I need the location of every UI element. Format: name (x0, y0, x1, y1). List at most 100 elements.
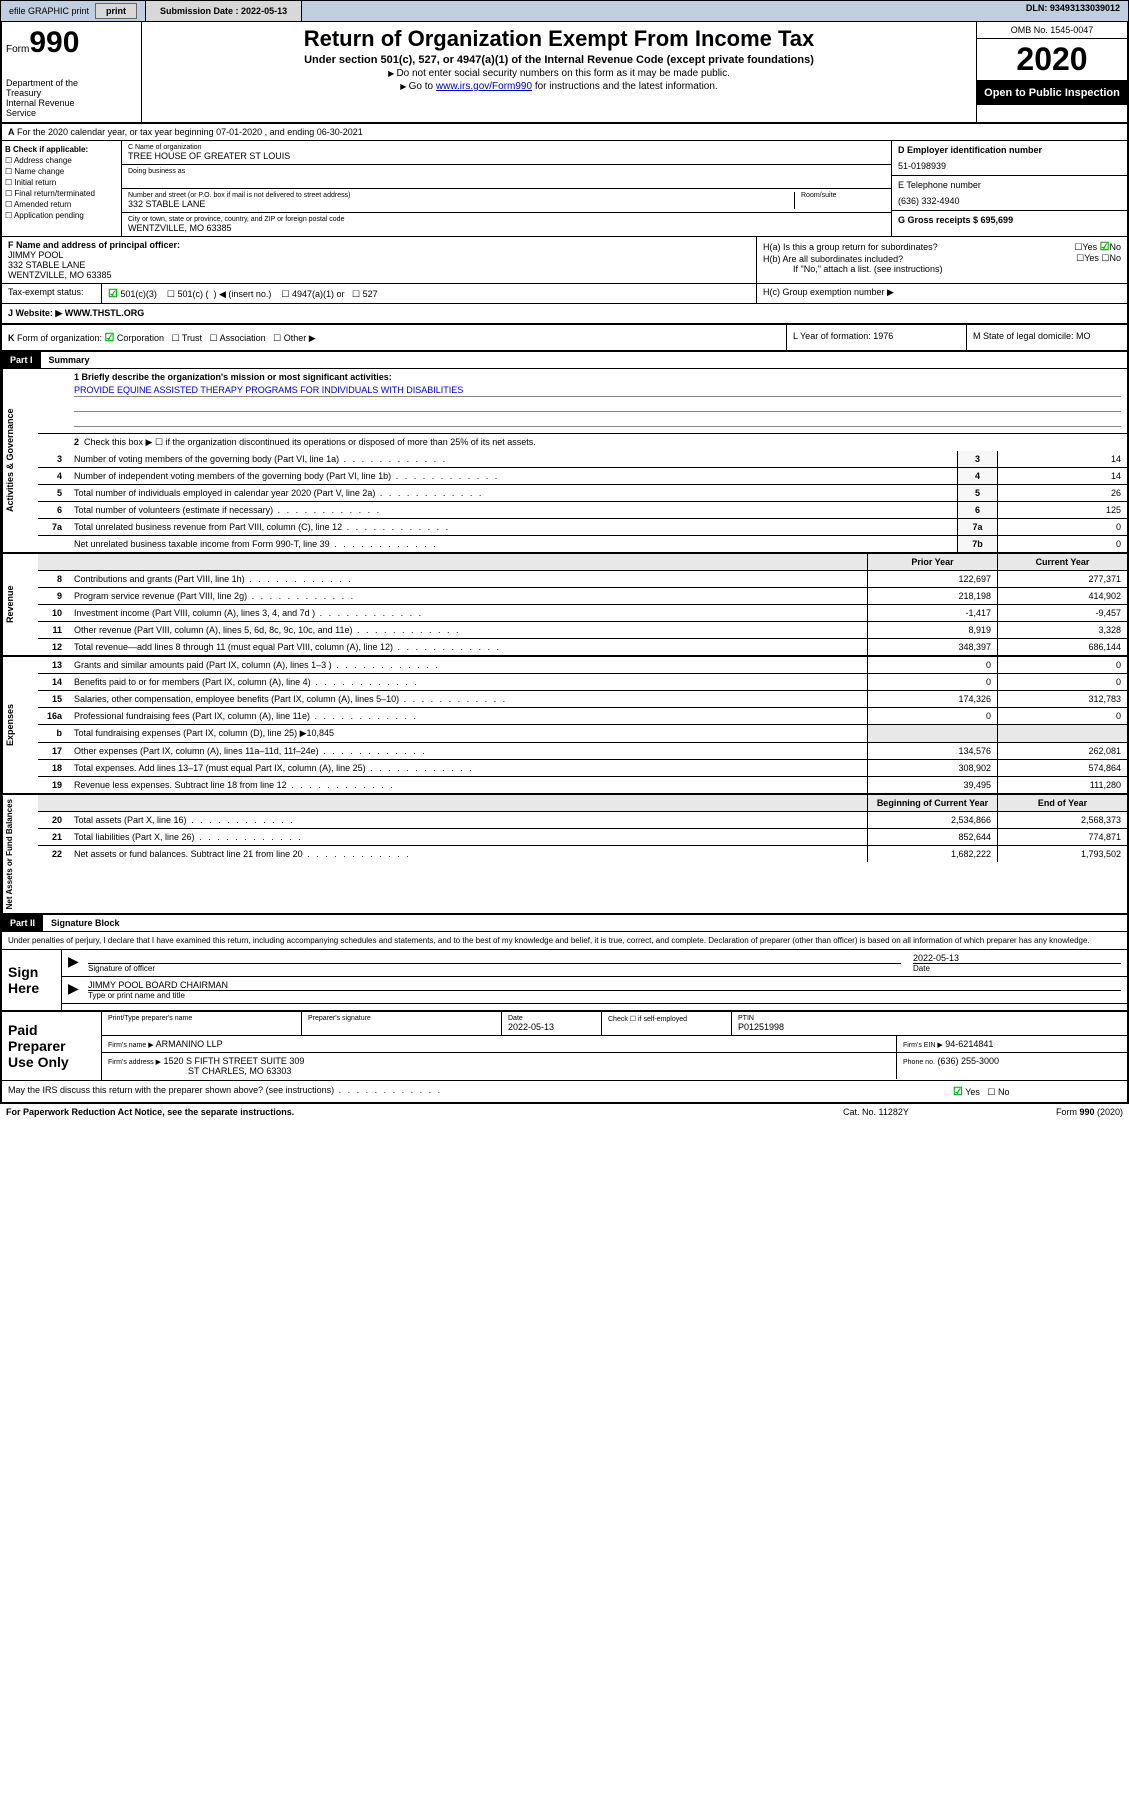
exp-line-17: 17Other expenses (Part IX, column (A), l… (38, 742, 1127, 759)
sig-officer-label: Signature of officer (88, 963, 901, 973)
omb-number: OMB No. 1545-0047 (977, 22, 1127, 39)
ein-cell: D Employer identification number 51-0198… (892, 141, 1127, 176)
part2-badge: Part II (2, 915, 43, 931)
sec-revenue: Revenue Prior Year Current Year 8Contrib… (2, 554, 1127, 657)
hc-text: H(c) Group exemption number ▶ (757, 284, 1127, 303)
mission-text: PROVIDE EQUINE ASSISTED THERAPY PROGRAMS… (74, 385, 1121, 397)
hb-note: If "No," attach a list. (see instruction… (763, 264, 1121, 274)
sig-row-1: ▶ Signature of officer 2022-05-13 Date (62, 950, 1127, 977)
firm-name-label: Firm's name ▶ (108, 1042, 154, 1049)
side-rev: Revenue (2, 554, 38, 655)
hb-line: H(b) Are all subordinates included? ☐Yes… (763, 253, 1121, 264)
chk-amended[interactable]: Amended return (5, 199, 118, 210)
city-cell: City or town, state or province, country… (122, 213, 891, 236)
sign-here-grid: Sign Here ▶ Signature of officer 2022-05… (2, 949, 1127, 1010)
hdr-beg: Beginning of Current Year (867, 795, 997, 811)
m-state: M State of legal domicile: MO (967, 325, 1127, 350)
form-label: Form (6, 44, 29, 55)
part1-badge: Part I (2, 352, 41, 368)
exp-line-16a: 16aProfessional fundraising fees (Part I… (38, 707, 1127, 724)
prep-check: Check ☐ if self-employed (608, 1015, 725, 1023)
firm-addr-label: Firm's address ▶ (108, 1059, 161, 1066)
sig-arrow2-icon: ▶ (62, 977, 82, 1003)
section-bcd: B Check if applicable: Address change Na… (2, 141, 1127, 237)
top-bar: efile GRAPHIC print print Submission Dat… (0, 0, 1129, 22)
exp-line-19: 19Revenue less expenses. Subtract line 1… (38, 776, 1127, 793)
hdr-prior: Prior Year (867, 554, 997, 570)
tax-label: Tax-exempt status: (2, 284, 102, 303)
form-body: Form990 Department of theTreasuryInterna… (0, 22, 1129, 1104)
firm-ein-label: Firm's EIN ▶ (903, 1042, 943, 1049)
sig-date: 2022-05-13 (913, 953, 1121, 963)
part2-title: Signature Block (43, 915, 128, 931)
irs-link[interactable]: www.irs.gov/Form990 (436, 81, 532, 92)
addr-cell: Number and street (or P.O. box if mail i… (122, 189, 891, 213)
line1-mission: 1 Briefly describe the organization's mi… (38, 369, 1127, 433)
dba-cell: Doing business as (122, 165, 891, 189)
org-address: 332 STABLE LANE (128, 199, 794, 209)
exp-line-13: 13Grants and similar amounts paid (Part … (38, 657, 1127, 673)
col-h-group: H(a) Is this a group return for subordin… (757, 237, 1127, 283)
print-button[interactable]: print (95, 3, 137, 19)
rev-line-8: 8Contributions and grants (Part VIII, li… (38, 570, 1127, 587)
org-name-label: C Name of organization (128, 144, 885, 151)
period-text: For the 2020 calendar year, or tax year … (17, 127, 363, 137)
dba-label: Doing business as (128, 168, 885, 175)
gross-cell: G Gross receipts $ 695,699 (892, 211, 1127, 229)
form-number: Form990 (6, 26, 137, 60)
chk-app-pending[interactable]: Application pending (5, 210, 118, 221)
department: Department of theTreasuryInternal Revenu… (6, 78, 137, 118)
officer-addr1: 332 STABLE LANE (8, 260, 85, 270)
rev-header: Prior Year Current Year (38, 554, 1127, 570)
efile-text: efile GRAPHIC print (9, 6, 89, 16)
sig-date-label: Date (913, 963, 1121, 973)
sign-here-label: Sign Here (2, 950, 62, 1010)
l-year: L Year of formation: 1976 (787, 325, 967, 350)
row-j-website: J Website: ▶ WWW.THSTL.ORG (2, 304, 1127, 325)
ha-yn: ☐Yes No (1074, 240, 1121, 253)
phone-cell: E Telephone number (636) 332-4940 (892, 176, 1127, 211)
officer-label: F Name and address of principal officer: (8, 240, 180, 250)
part2-header: Part II Signature Block (2, 915, 1127, 932)
ha-line: H(a) Is this a group return for subordin… (763, 240, 1121, 253)
prep-name-label: Print/Type preparer's name (108, 1015, 295, 1022)
prep-sig-label: Preparer's signature (308, 1015, 495, 1022)
org-city: WENTZVILLE, MO 63385 (128, 223, 885, 233)
paid-prep-label: Paid Preparer Use Only (2, 1012, 102, 1080)
rev-line-10: 10Investment income (Part VIII, column (… (38, 604, 1127, 621)
submission-date: Submission Date : 2022-05-13 (146, 1, 302, 21)
rev-line-12: 12Total revenue—add lines 8 through 11 (… (38, 638, 1127, 655)
link-post: for instructions and the latest informat… (532, 81, 718, 92)
gross-receipts: G Gross receipts $ 695,699 (898, 215, 1013, 225)
ein-label: D Employer identification number (898, 145, 1042, 155)
chk-name-change[interactable]: Name change (5, 166, 118, 177)
sec-expenses: Expenses 13Grants and similar amounts pa… (2, 657, 1127, 795)
mission-label: 1 Briefly describe the organization's mi… (74, 372, 392, 382)
footer-form: Form 990 (2020) (983, 1107, 1123, 1117)
paid-preparer-grid: Paid Preparer Use Only Print/Type prepar… (2, 1010, 1127, 1080)
penalty-text: Under penalties of perjury, I declare th… (2, 932, 1127, 949)
officer-printed-label: Type or print name and title (88, 990, 1121, 1000)
line2: 2 Check this box ▶ ☐ if the organization… (38, 433, 1127, 451)
ein-value: 51-0198939 (898, 161, 1121, 171)
addr-label: Number and street (or P.O. box if mail i… (128, 192, 794, 199)
discuss-yn: Yes ☐ No (947, 1081, 1127, 1102)
side-na: Net Assets or Fund Balances (2, 795, 38, 913)
footer-left: For Paperwork Reduction Act Notice, see … (6, 1107, 294, 1117)
row-fh: F Name and address of principal officer:… (2, 237, 1127, 284)
chk-initial-return[interactable]: Initial return (5, 177, 118, 188)
prep-row-2: Firm's name ▶ ARMANINO LLP Firm's EIN ▶ … (102, 1036, 1127, 1053)
hb-text: H(b) Are all subordinates included? (763, 254, 1072, 264)
k-corp: K Form of organization: Corporation ☐ Tr… (2, 325, 787, 350)
firm-phone-label: Phone no. (903, 1059, 935, 1066)
chk-final-return[interactable]: Final return/terminated (5, 188, 118, 199)
chk-address-change[interactable]: Address change (5, 155, 118, 166)
firm-addr2: ST CHARLES, MO 63303 (188, 1066, 291, 1076)
tax-opts: 501(c)(3) ☐ 501(c) ( ) ◀ (insert no.) ☐ … (102, 284, 757, 303)
header-middle: Return of Organization Exempt From Incom… (142, 22, 977, 122)
firm-ein: 94-6214841 (945, 1039, 993, 1049)
prep-date-label: Date (508, 1015, 595, 1022)
exp-line-15: 15Salaries, other compensation, employee… (38, 690, 1127, 707)
side-ag: Activities & Governance (2, 369, 38, 552)
city-label: City or town, state or province, country… (128, 216, 885, 223)
